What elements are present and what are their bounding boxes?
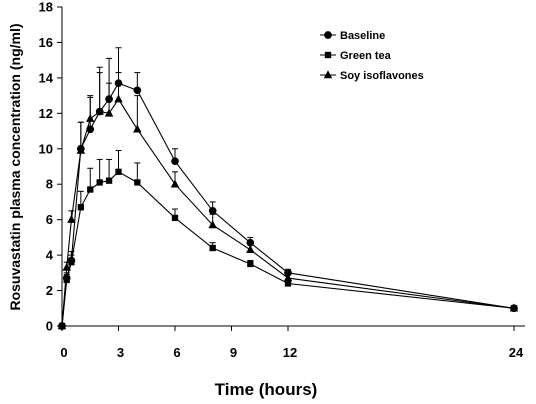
data-point (283, 273, 293, 282)
data-point (171, 214, 179, 222)
data-point (509, 303, 519, 312)
legend-label: Soy isoflavones (340, 70, 424, 82)
y-tick-label: 2 (46, 283, 53, 298)
series-layer (57, 47, 519, 330)
data-point (134, 179, 141, 186)
data-point (68, 259, 75, 266)
legend-marker (323, 70, 333, 79)
y-tick-label: 0 (46, 319, 53, 334)
data-point (62, 262, 71, 271)
y-tick-label: 16 (39, 35, 53, 50)
y-tick-label: 4 (46, 248, 54, 263)
x-tick-label: 12 (283, 345, 297, 360)
data-point (115, 168, 122, 175)
legend-marker (324, 51, 332, 59)
data-point (246, 245, 255, 254)
data-point (67, 214, 76, 223)
y-axis-title: Rosuvastatin plasma concentration (ng/ml… (7, 23, 23, 310)
data-point (114, 94, 123, 103)
data-point (105, 177, 113, 184)
y-tick-label: 6 (46, 212, 53, 227)
data-point (133, 86, 142, 95)
data-point (208, 220, 217, 229)
data-point (104, 108, 114, 117)
data-point (95, 106, 104, 115)
y-ticks: 0 2 4 6 8 10 12 14 16 18 (39, 0, 62, 334)
data-point (171, 157, 179, 166)
data-point (284, 280, 292, 287)
series-green-tea (58, 150, 518, 330)
data-point (77, 204, 84, 211)
y-tick-label: 18 (39, 0, 53, 15)
x-axis-title: Time (hours) (215, 380, 318, 399)
legend-marker (324, 31, 332, 39)
legend-label: Green tea (340, 50, 392, 62)
error-bars (63, 47, 517, 309)
x-tick-label: 0 (60, 345, 67, 360)
legend-entry: Green tea (320, 50, 392, 62)
data-point (96, 179, 103, 186)
axes (61, 7, 525, 327)
series-line (61, 82, 515, 327)
legend-entry: Baseline (320, 30, 385, 42)
data-point (208, 206, 217, 215)
legend: Baseline Green tea Soy isoflavones (320, 30, 424, 82)
x-tick-label: 9 (230, 345, 237, 360)
data-point (87, 186, 94, 193)
x-tick-label: 24 (509, 345, 524, 360)
legend-label: Baseline (340, 30, 385, 42)
data-point (86, 125, 95, 134)
data-point (170, 179, 180, 188)
series-soy-isoflavones (57, 66, 519, 330)
legend-entry: Soy isoflavones (320, 70, 424, 82)
y-tick-label: 12 (39, 106, 53, 121)
x-tick-label: 3 (117, 345, 124, 360)
data-point (86, 113, 95, 122)
y-tick-label: 8 (46, 177, 53, 192)
data-point (247, 260, 254, 268)
data-point (76, 145, 86, 154)
series-baseline (58, 47, 518, 330)
data-point (209, 244, 216, 252)
x-tick-label: 6 (173, 345, 180, 360)
x-ticks: 0 3 6 9 12 24 (60, 326, 524, 360)
data-point (133, 124, 142, 133)
data-point (63, 276, 70, 284)
series-line (61, 171, 515, 327)
series-line (61, 98, 515, 327)
data-point (57, 321, 67, 330)
y-tick-label: 14 (39, 70, 54, 85)
y-tick-label: 10 (39, 141, 53, 156)
